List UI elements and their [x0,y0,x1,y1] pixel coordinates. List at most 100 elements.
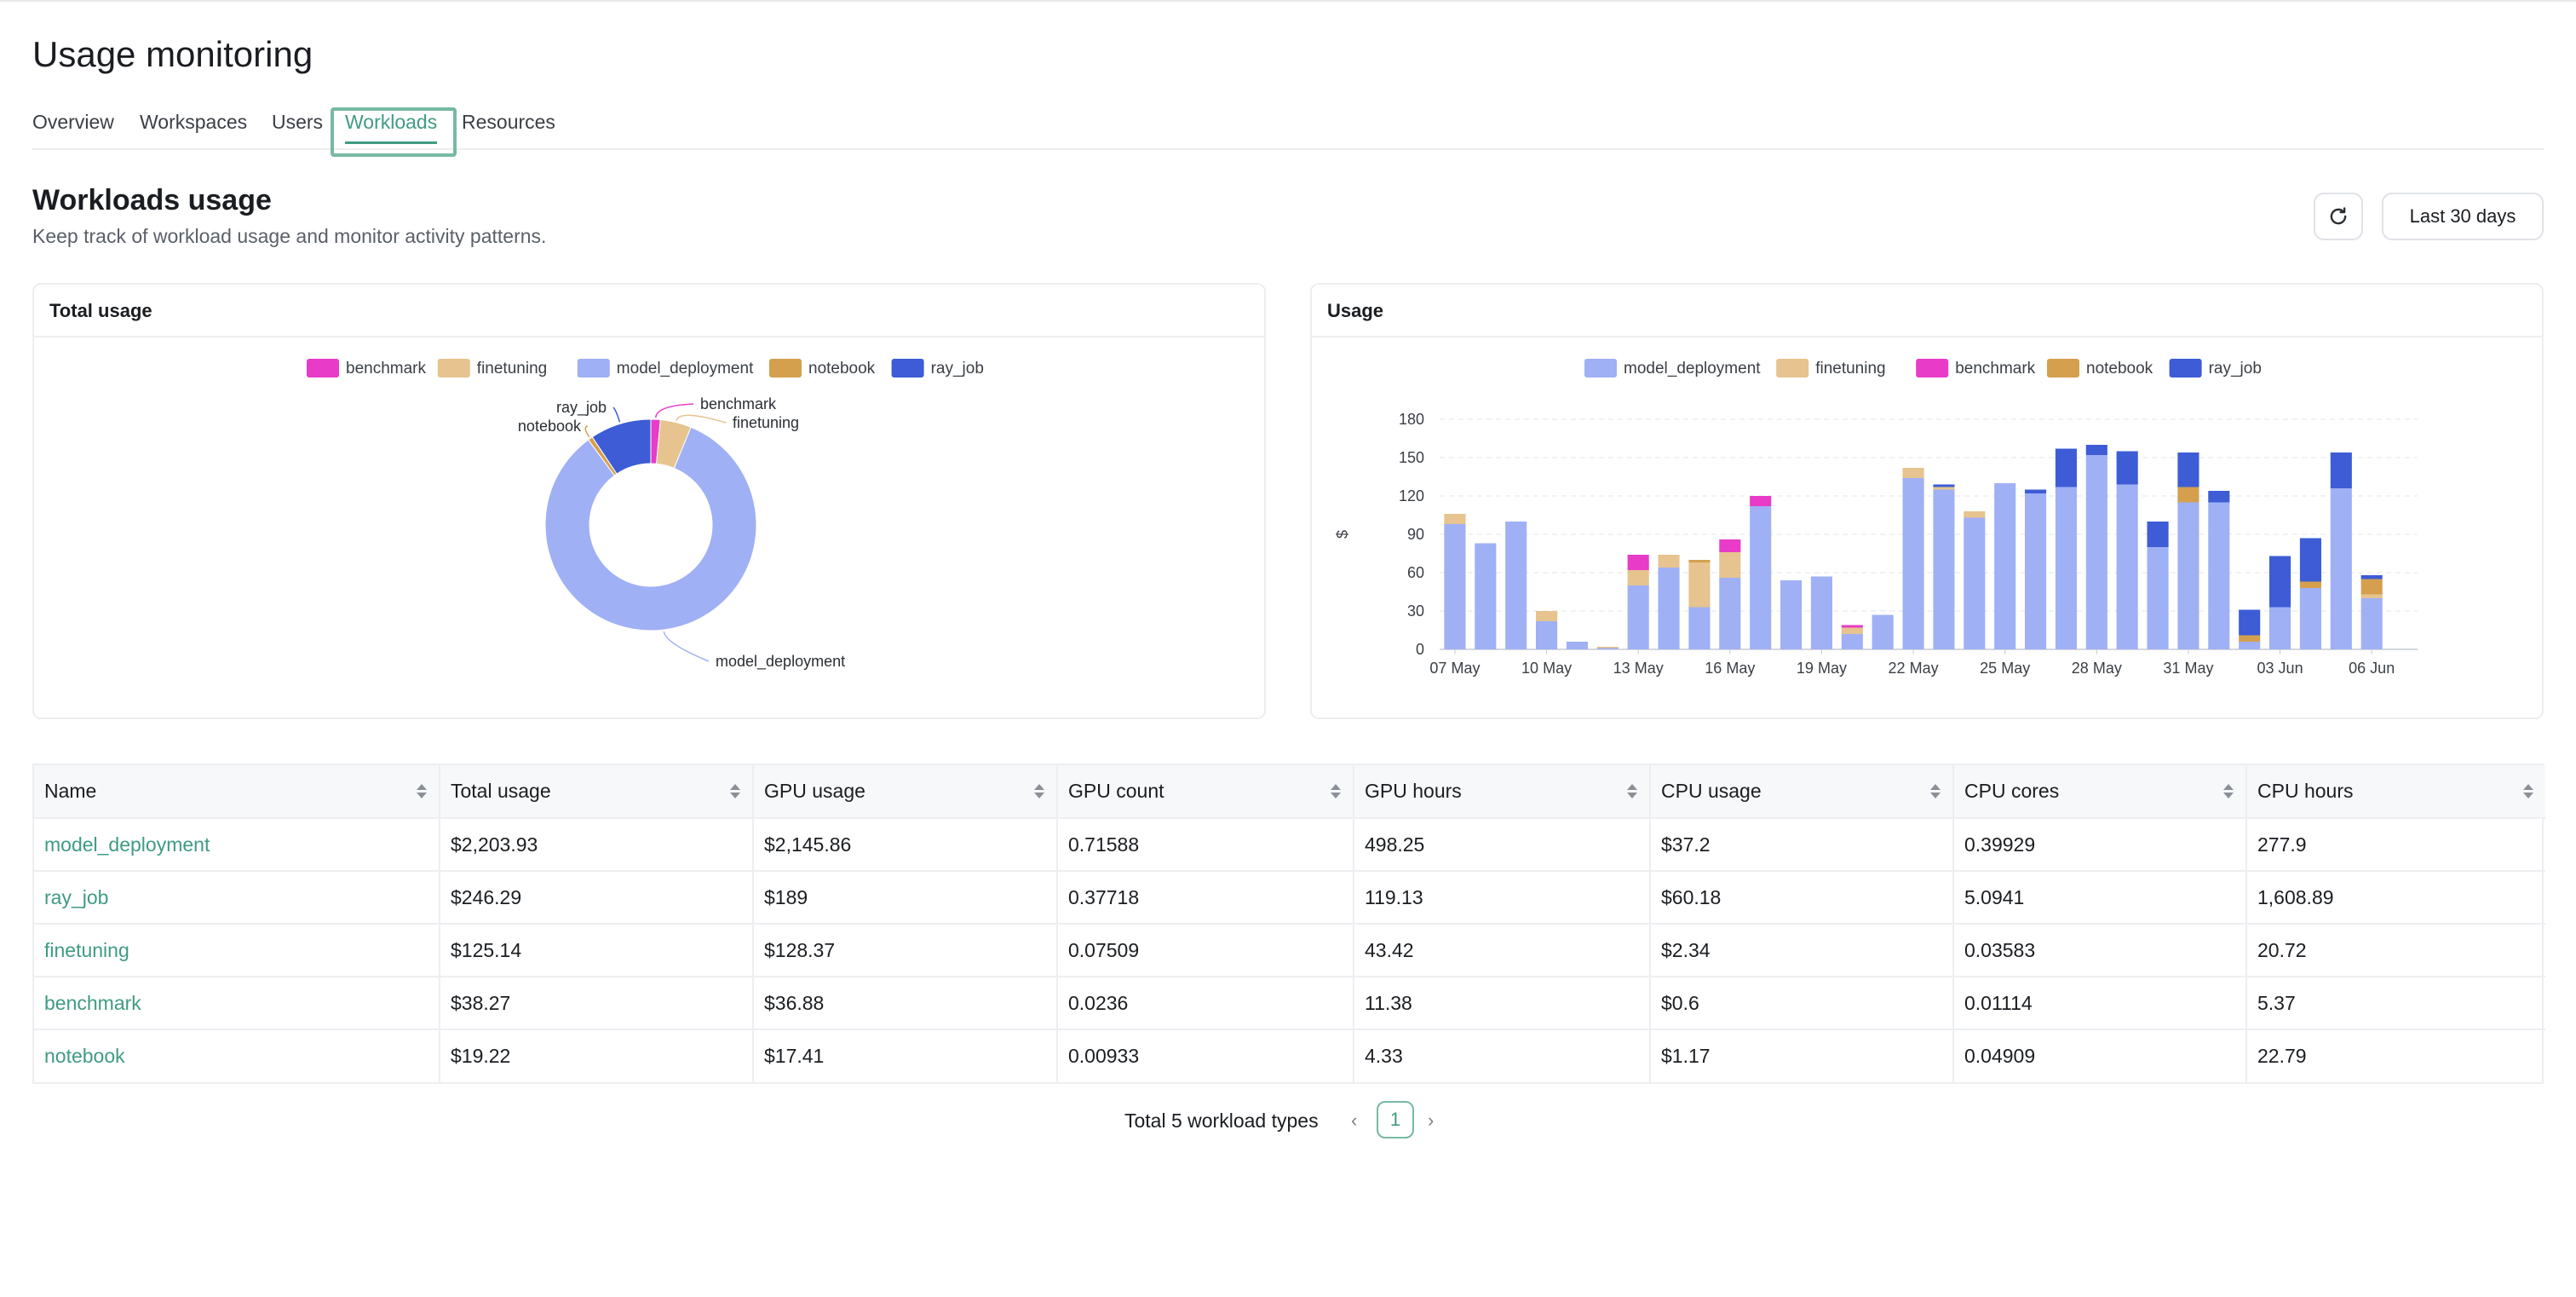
sort-icon[interactable] [1034,784,1044,799]
legend-swatch-ray_job[interactable] [891,359,924,378]
bar-segment-model_deployment[interactable] [1719,578,1741,649]
legend-swatch-benchmark[interactable] [1916,359,1949,378]
bar-segment-model_deployment[interactable] [2085,455,2107,649]
bar-segment-model_deployment[interactable] [1750,506,1772,649]
bar-segment-model_deployment[interactable] [1872,614,1894,650]
sort-icon[interactable] [1930,784,1941,799]
legend-swatch-ray_job[interactable] [2169,359,2202,378]
tab-workloads[interactable]: Workloads [345,111,438,144]
bar-segment-model_deployment[interactable] [2055,487,2077,650]
bar-segment-model_deployment[interactable] [1810,576,1832,650]
tab-resources[interactable]: Resources [462,111,555,133]
bar-segment-model_deployment[interactable] [1444,524,1466,649]
bar-segment-model_deployment[interactable] [1841,634,1863,649]
bar-segment-model_deployment[interactable] [2177,502,2199,650]
bar-segment-model_deployment[interactable] [2116,484,2138,650]
column-header-name[interactable]: Name [34,765,440,819]
bar-segment-model_deployment[interactable] [1964,517,1986,650]
legend-swatch-notebook[interactable] [2047,359,2079,378]
bar-segment-model_deployment[interactable] [1688,607,1711,650]
legend-swatch-benchmark[interactable] [307,359,339,378]
bar-segment-model_deployment[interactable] [1933,489,1955,650]
bar-segment-model_deployment[interactable] [1596,648,1619,650]
bar-segment-notebook[interactable] [2177,487,2199,503]
bar-segment-finetuning[interactable] [1688,562,1711,608]
donut-slice-ray_job[interactable] [591,418,652,475]
bar-segment-finetuning[interactable] [1596,647,1619,648]
bar-segment-ray_job[interactable] [2116,451,2138,485]
column-header-gpu-usage[interactable]: GPU usage [753,765,1058,819]
sort-icon[interactable] [2223,784,2234,799]
sort-icon[interactable] [1627,784,1637,799]
page-number-button[interactable]: 1 [1377,1101,1414,1138]
bar-segment-ray_job[interactable] [2299,538,2321,582]
bar-segment-finetuning[interactable] [1719,552,1741,578]
bar-segment-ray_job[interactable] [2147,522,2169,547]
bar-segment-model_deployment[interactable] [1627,585,1649,649]
bar-segment-ray_job[interactable] [1933,484,1955,487]
legend-swatch-finetuning[interactable] [1776,359,1809,378]
column-header-cpu-usage[interactable]: CPU usage [1650,765,1954,819]
bar-segment-model_deployment[interactable] [2269,607,2291,650]
bar-segment-model_deployment[interactable] [1475,543,1497,650]
chevron-right-icon[interactable]: › [1428,1110,1435,1131]
bar-segment-model_deployment[interactable] [1780,580,1803,649]
bar-segment-model_deployment[interactable] [2025,493,2047,649]
bar-segment-finetuning[interactable] [1933,487,1955,490]
workload-name-link[interactable]: ray_job [34,871,440,925]
bar-segment-finetuning[interactable] [1658,555,1680,568]
bar-segment-ray_job[interactable] [2055,448,2077,487]
bar-segment-model_deployment[interactable] [2360,598,2383,649]
bar-segment-model_deployment[interactable] [1994,483,2016,649]
bar-segment-model_deployment[interactable] [1566,642,1588,649]
bar-segment-model_deployment[interactable] [1505,522,1527,649]
bar-segment-notebook[interactable] [2299,581,2321,589]
bar-segment-notebook[interactable] [2239,635,2261,643]
column-header-total-usage[interactable]: Total usage [440,765,754,819]
sort-icon[interactable] [730,784,740,799]
bar-segment-ray_job[interactable] [2025,489,2047,494]
bar-segment-ray_job[interactable] [2239,609,2261,636]
legend-swatch-model_deployment[interactable] [577,359,610,378]
bar-segment-finetuning[interactable] [2360,594,2383,599]
bar-segment-ray_job[interactable] [2085,445,2107,455]
bar-segment-model_deployment[interactable] [2330,488,2352,649]
sort-icon[interactable] [2523,784,2533,799]
bar-segment-model_deployment[interactable] [2208,502,2230,650]
workload-name-link[interactable]: benchmark [34,977,440,1030]
bar-segment-model_deployment[interactable] [1658,568,1680,649]
bar-segment-notebook[interactable] [2360,579,2383,595]
donut-slice-model_deployment[interactable] [544,426,757,631]
column-header-cpu-cores[interactable]: CPU cores [1953,765,2247,819]
tab-workspaces[interactable]: Workspaces [140,111,248,133]
date-range-button[interactable]: Last 30 days [2382,193,2544,240]
legend-swatch-model_deployment[interactable] [1584,359,1617,378]
bar-segment-ray_job[interactable] [2269,556,2291,608]
bar-segment-ray_job[interactable] [2177,453,2199,487]
bar-segment-model_deployment[interactable] [2299,588,2321,649]
bar-segment-ray_job[interactable] [2360,575,2383,579]
column-header-gpu-hours[interactable]: GPU hours [1354,765,1651,819]
bar-segment-finetuning[interactable] [1902,468,1924,478]
workload-name-link[interactable]: notebook [34,1029,440,1082]
column-header-cpu-hours[interactable]: CPU hours [2246,765,2545,819]
bar-segment-benchmark[interactable] [1627,555,1649,570]
legend-swatch-notebook[interactable] [769,359,802,378]
sort-icon[interactable] [1331,784,1341,799]
legend-swatch-finetuning[interactable] [437,359,470,378]
workload-name-link[interactable]: finetuning [34,924,440,977]
bar-segment-benchmark[interactable] [1750,496,1772,506]
bar-segment-finetuning[interactable] [1841,627,1863,635]
column-header-gpu-count[interactable]: GPU count [1057,765,1354,819]
bar-segment-finetuning[interactable] [1964,511,1986,518]
bar-segment-finetuning[interactable] [1627,570,1649,585]
sort-icon[interactable] [417,784,427,799]
bar-segment-model_deployment[interactable] [2147,547,2169,649]
bar-segment-notebook[interactable] [1688,560,1711,562]
bar-segment-model_deployment[interactable] [1902,478,1924,649]
chevron-left-icon[interactable]: ‹ [1351,1110,1358,1131]
bar-segment-benchmark[interactable] [1841,625,1863,628]
bar-segment-ray_job[interactable] [2208,491,2230,503]
workload-name-link[interactable]: model_deployment [34,818,440,872]
bar-segment-finetuning[interactable] [1444,514,1466,524]
